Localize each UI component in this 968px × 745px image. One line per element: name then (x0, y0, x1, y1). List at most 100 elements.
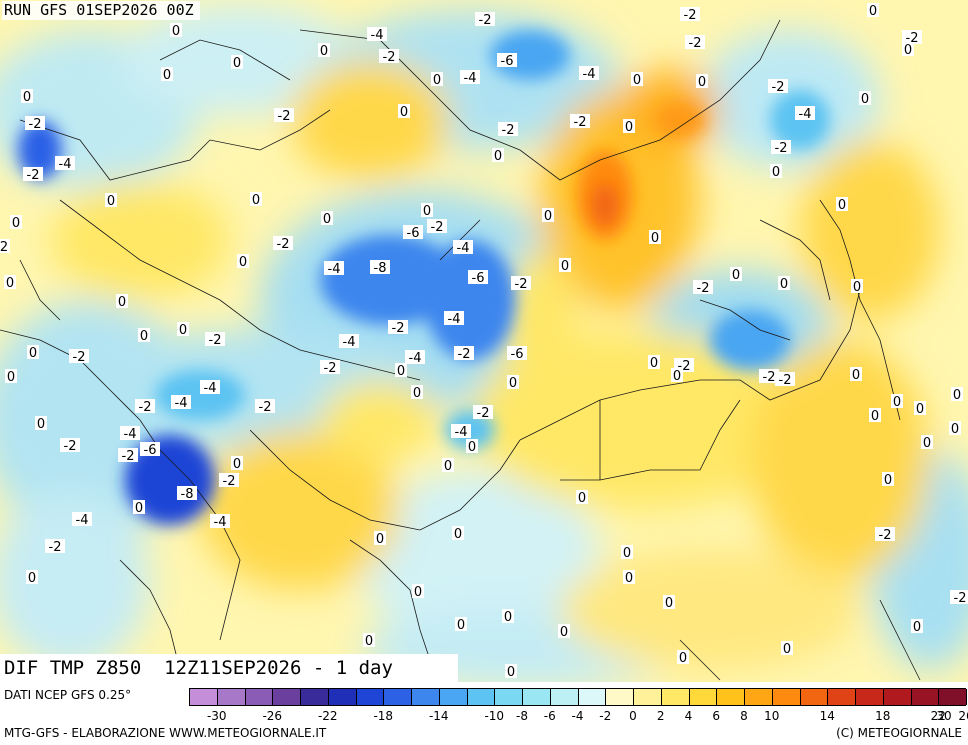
contour-label-bg (403, 225, 423, 239)
colorbar-swatch (190, 689, 218, 705)
contour-label-bg (138, 328, 150, 342)
contour-label: 0 (665, 596, 673, 611)
contour-label-bg (902, 30, 922, 44)
contour-label: -2 (689, 36, 702, 51)
contour-label-bg (859, 91, 871, 105)
colorbar-tick-label: -8 (516, 709, 528, 723)
contour-label-bg (405, 350, 425, 364)
contour-label: 0 (107, 194, 115, 209)
contour-label: 0 (916, 402, 924, 417)
contour-label: -4 (409, 351, 422, 366)
contour-label: 0 (468, 440, 476, 455)
contour-label-bg (677, 650, 689, 664)
colorbar-tick-label: 22 (930, 709, 946, 723)
colorbar-swatch (578, 689, 607, 705)
contour-label-bg (210, 514, 230, 528)
contour-label: 0 (953, 388, 961, 403)
contour-label-bg (891, 394, 903, 408)
contour-label-bg (867, 3, 879, 17)
colorbar-swatch (606, 689, 634, 705)
contour-label-bg (663, 595, 675, 609)
contour-label-bg (177, 486, 197, 500)
contour-label-bg (649, 230, 661, 244)
contour-label-bg (370, 260, 390, 274)
contour-label-bg (511, 276, 531, 290)
contour-label-bg (318, 43, 330, 57)
footer-left: MTG-GFS - ELABORAZIONE WWW.METEOGIORNALE… (4, 726, 327, 740)
contour-label: -4 (124, 427, 137, 442)
contour-label: 0 (233, 56, 241, 71)
data-credits: DATI NCEP GFS 0.25° (4, 688, 132, 702)
contour-label-bg (135, 399, 155, 413)
contour-label: -4 (214, 515, 227, 530)
contour-label-bg (23, 167, 43, 181)
contour-label: -2 (515, 277, 528, 292)
contour-label-bg (105, 193, 117, 207)
contour-label: -2 (458, 347, 471, 362)
contour-label-bg (770, 164, 782, 178)
contour-label-bg (431, 72, 443, 86)
colorbar-swatch (550, 689, 579, 705)
contour-label: -4 (448, 312, 461, 327)
contour-label: 0 (135, 501, 143, 516)
contour-label: -2 (763, 370, 776, 385)
colorbar-tick-label: 26 (958, 709, 968, 723)
contour-label: -4 (204, 381, 217, 396)
colorbar-swatch (523, 689, 551, 705)
contour-label-bg (771, 140, 791, 154)
contour-label: 0 (29, 346, 37, 361)
contour-label: -6 (472, 271, 485, 286)
colorbar-tick-label: -22 (317, 709, 338, 723)
colorbar-tick-label: -14 (428, 709, 449, 723)
contour-label-bg (170, 23, 182, 37)
contour-label: -2 (502, 123, 515, 138)
contour-label-bg (621, 545, 633, 559)
contour-label: -2 (64, 439, 77, 454)
colorbar-tick-label: 0 (629, 709, 637, 723)
contour-label-bg (274, 108, 294, 122)
contour-label-bg (324, 261, 344, 275)
contour-label: 0 (698, 75, 706, 90)
contour-label: 0 (951, 422, 959, 437)
contour-label-bg (454, 346, 474, 360)
contour-label-bg (851, 279, 863, 293)
colorbar-swatch (245, 689, 274, 705)
contour-label-bg (693, 280, 713, 294)
contour-label-bg (205, 332, 225, 346)
contour-label: -2 (954, 591, 967, 606)
colorbar-swatch (495, 689, 523, 705)
contour-label: 2 (0, 240, 8, 255)
contour-label-bg (671, 368, 683, 382)
contour-label: -2 (431, 220, 444, 235)
temperature-anomaly-map: 0 -2 -2 0 -4 -2 -2 0 0 -2 -6 0 0 -4 -4 0 0 0 -2 0 0 0 -2 -4 -2 -2… (0, 0, 968, 682)
contour-label-bg (442, 458, 454, 472)
colorbar-swatch (412, 689, 440, 705)
contour-label: -2 (73, 350, 86, 365)
contour-label-bg (133, 500, 145, 514)
contour-label: -4 (343, 335, 356, 350)
colorbar-swatch (689, 689, 718, 705)
colorbar-tick-label: -4 (571, 709, 584, 723)
contour-label-bg (219, 473, 239, 487)
contour-label: 0 (913, 620, 921, 635)
contour-label: 0 (625, 120, 633, 135)
contour-label-bg (836, 197, 848, 211)
contour-label: 0 (37, 417, 45, 432)
contour-label: 0 (400, 105, 408, 120)
contour-label-bg (25, 116, 45, 130)
contour-label: 0 (560, 625, 568, 640)
contour-label: 0 (651, 231, 659, 246)
contour-label: 0 (869, 4, 877, 19)
contour-label-bg (339, 334, 359, 348)
contour-label: 0 (320, 44, 328, 59)
colorbar-swatch (467, 689, 496, 705)
colorbar-tick-label: 30 (936, 709, 952, 723)
contour-label: 0 (28, 571, 36, 586)
contour-label-bg (882, 472, 894, 486)
contour-label: 0 (252, 193, 260, 208)
contour-label-bg (475, 12, 495, 26)
contour-label: -2 (392, 321, 405, 336)
contour-label-bg (775, 372, 795, 386)
contour-label: 0 (413, 386, 421, 401)
contour-label: -8 (374, 261, 387, 276)
